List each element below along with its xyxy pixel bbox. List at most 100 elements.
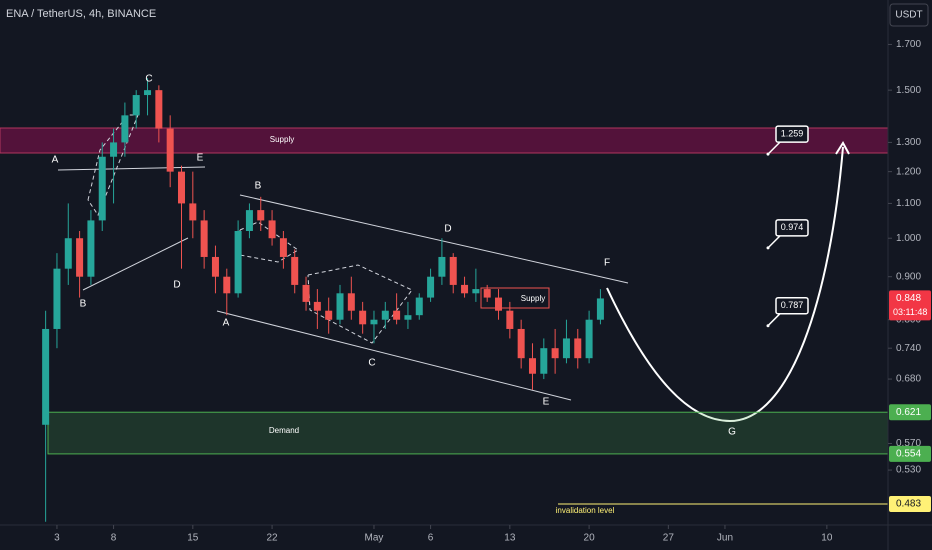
candle-body	[155, 90, 163, 129]
target-label: 0.974	[781, 222, 804, 232]
candle-body	[302, 284, 310, 302]
annotation: C	[368, 358, 375, 369]
annotation: E	[543, 397, 550, 408]
x-tick-label: 22	[267, 533, 279, 544]
candle-body	[132, 95, 140, 116]
candle-body	[76, 238, 84, 277]
x-tick-label: 15	[187, 533, 199, 544]
y-tick-label: 1.700	[896, 39, 921, 50]
pattern	[307, 264, 413, 344]
candle-body	[347, 293, 355, 311]
candle-body	[472, 289, 480, 294]
trendline	[82, 237, 189, 291]
candle-body	[381, 310, 389, 320]
annotation: Supply	[270, 135, 294, 144]
target-pointer	[767, 141, 781, 155]
annotation: A	[223, 318, 230, 329]
y-tick-label: 0.740	[896, 343, 921, 354]
y-tick-label: 1.500	[896, 85, 921, 96]
candle-body	[223, 276, 231, 294]
price-badge-label: 0.621	[896, 407, 921, 418]
candle-body	[415, 297, 423, 316]
annotation: G	[728, 427, 736, 438]
annotation: B	[255, 181, 262, 192]
candle-body	[110, 142, 118, 157]
currency-box[interactable]	[889, 3, 929, 27]
annotation: Demand	[269, 426, 299, 435]
candle-body	[64, 238, 72, 269]
candle-body	[211, 256, 219, 277]
plot: A B C D E B A C D E F G Supply Supply Demand invalidati…	[0, 74, 889, 522]
candle-body	[200, 220, 208, 257]
candle-body	[336, 293, 344, 320]
y-tick-label: 1.100	[896, 198, 921, 209]
candle-body	[268, 220, 276, 239]
x-tick-label: 10	[821, 533, 833, 544]
candle-body	[427, 276, 435, 298]
candle-body	[528, 358, 536, 374]
target-point	[766, 152, 770, 156]
candle-body	[279, 238, 287, 257]
candle-body	[87, 220, 95, 277]
x-tick-label: 6	[428, 533, 434, 544]
target-pointer	[767, 313, 781, 327]
target-point	[766, 324, 770, 328]
candle-body	[461, 284, 469, 294]
candle-body	[291, 256, 299, 285]
y-tick-label: 0.530	[896, 465, 921, 476]
candle-body	[596, 298, 604, 320]
target-point	[766, 246, 770, 250]
channel-lower	[216, 310, 572, 401]
x-tick-label: 20	[584, 533, 596, 544]
x-tick-label: 8	[111, 533, 117, 544]
candle-body	[517, 328, 525, 359]
candle-body	[495, 297, 503, 311]
supply-zone	[0, 127, 889, 154]
target-box	[775, 296, 809, 315]
candle-body	[313, 301, 321, 311]
x-tick-label: May	[365, 533, 384, 544]
annotation: B	[80, 299, 87, 310]
candle-body	[189, 203, 197, 221]
candle-body	[562, 338, 570, 359]
candle-body	[121, 115, 129, 143]
candle-body	[540, 348, 548, 374]
annotation: C	[145, 74, 152, 85]
candle-body	[98, 156, 106, 221]
y-tick-label: 0.900	[896, 271, 921, 282]
x-tick-label: 3	[54, 533, 60, 544]
projection-curve	[606, 146, 844, 423]
annotation: F	[604, 258, 610, 269]
y-tick-label: 0.570	[896, 438, 921, 449]
candle-body	[245, 210, 253, 231]
annotation: A	[52, 155, 59, 166]
candle-body	[257, 210, 265, 221]
candle-body	[551, 348, 559, 359]
x-tick-label: 27	[663, 533, 675, 544]
annotation: D	[173, 280, 180, 291]
candle-body	[166, 128, 174, 172]
target-label: 0.787	[781, 300, 804, 310]
arrow-head	[835, 141, 850, 155]
x-tick-label: 13	[504, 533, 516, 544]
price-badge-label: 0.848	[896, 293, 921, 304]
candle-body	[370, 319, 378, 325]
channel-upper	[239, 194, 629, 284]
price-badge	[889, 495, 931, 512]
target-pointer	[767, 235, 781, 249]
price-badge-label: 0.554	[896, 449, 921, 460]
candle-body	[42, 328, 50, 425]
candle-body	[574, 338, 582, 359]
candle-body	[53, 268, 61, 329]
candle-body	[449, 256, 457, 285]
candle-body	[404, 315, 412, 320]
y-tick-label: 1.300	[896, 137, 921, 148]
y-tick-label: 1.000	[896, 233, 921, 244]
target-box	[775, 125, 809, 143]
y-tick-label: 1.200	[896, 166, 921, 177]
candle-body	[483, 289, 491, 298]
demand-zone	[47, 411, 889, 455]
annotation: D	[444, 224, 451, 235]
